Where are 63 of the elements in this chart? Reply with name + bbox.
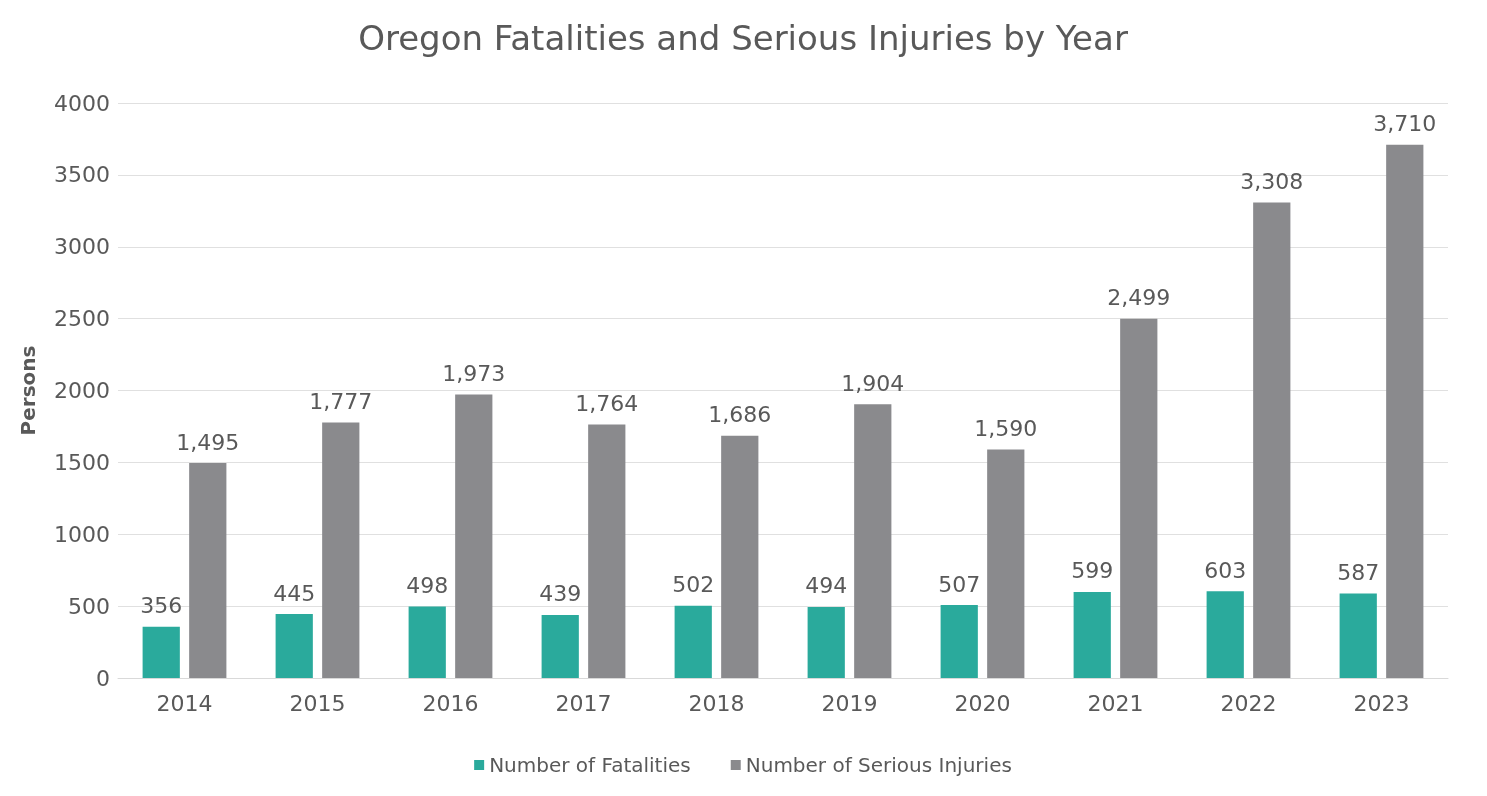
data-label: 356: [140, 593, 183, 619]
data-label: 3,308: [1240, 168, 1304, 194]
legend-label: Number of Serious Injuries: [745, 753, 1012, 777]
data-label: 439: [539, 581, 582, 607]
bar: [987, 449, 1025, 678]
x-tick-label: 2016: [422, 690, 479, 716]
data-label: 3,710: [1373, 111, 1437, 137]
y-tick-label: 0: [96, 665, 110, 691]
x-tick-label: 2015: [289, 690, 346, 716]
x-tick-label: 2014: [156, 690, 213, 716]
bar: [721, 435, 759, 678]
y-tick-label: 1500: [54, 449, 110, 475]
x-tick-label: 2022: [1220, 690, 1277, 716]
data-label: 1,590: [974, 415, 1038, 441]
y-tick-label: 3000: [54, 234, 110, 260]
data-label: 494: [805, 573, 848, 599]
data-label: 2,499: [1107, 285, 1171, 311]
data-label: 445: [273, 580, 316, 606]
bar: [1120, 318, 1158, 678]
bar: [854, 404, 892, 678]
data-label: 507: [938, 571, 981, 597]
x-tick-label: 2021: [1087, 690, 1144, 716]
data-label: 603: [1204, 557, 1247, 583]
x-tick-label: 2023: [1353, 690, 1410, 716]
chart-title: Oregon Fatalities and Serious Injuries by Year: [358, 18, 1128, 58]
data-label: 1,973: [442, 360, 506, 386]
x-tick-label: 2017: [555, 690, 612, 716]
bar: [322, 422, 360, 678]
bar: [1386, 144, 1424, 678]
bar: [455, 394, 493, 678]
data-label: 599: [1071, 558, 1114, 584]
bar: [1339, 593, 1377, 678]
bar: [541, 614, 579, 678]
bar: [408, 606, 446, 678]
x-tick-label: 2020: [954, 690, 1011, 716]
data-label: 502: [672, 572, 715, 598]
bar: [940, 605, 978, 678]
x-tick-label: 2018: [688, 690, 745, 716]
bar: [1206, 591, 1244, 678]
bar: [142, 626, 180, 678]
y-tick-label: 1000: [54, 521, 110, 547]
data-label: 1,764: [575, 390, 639, 416]
data-label: 1,904: [841, 370, 905, 396]
data-label: 1,777: [309, 389, 373, 415]
y-tick-label: 2500: [54, 306, 110, 332]
x-tick-label: 2019: [821, 690, 878, 716]
bar: [189, 463, 227, 678]
bar: [275, 614, 313, 678]
data-label: 498: [406, 572, 449, 598]
bar: [1253, 202, 1291, 678]
bar: [588, 424, 626, 678]
bar: [1073, 591, 1111, 678]
y-tick-label: 500: [68, 593, 110, 619]
legend-label: Number of Fatalities: [489, 753, 691, 777]
y-axis-title: Persons: [16, 345, 40, 436]
data-label: 1,686: [708, 402, 772, 428]
y-tick-label: 3500: [54, 162, 110, 188]
y-tick-label: 2000: [54, 378, 110, 403]
data-label: 587: [1337, 560, 1380, 586]
data-label: 1,495: [176, 429, 240, 455]
y-tick-label: 4000: [54, 90, 110, 116]
bar: [807, 606, 845, 678]
bar: [674, 605, 712, 678]
